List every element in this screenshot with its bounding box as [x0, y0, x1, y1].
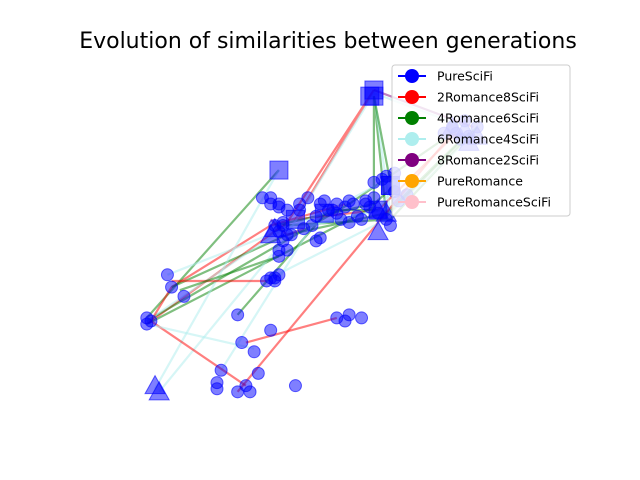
legend-entry-3: 6Romance4SciFi — [398, 132, 539, 147]
data-point-square-92 — [285, 209, 305, 229]
legend-label-1: 2Romance8SciFi — [437, 90, 539, 105]
legend-entry-4: 8Romance2SciFi — [398, 153, 539, 168]
data-point-circle-6 — [251, 366, 265, 380]
legend-entry-5: PureRomance — [398, 174, 523, 189]
chart-title: Evolution of similarities between genera… — [79, 29, 577, 54]
data-point-circle-50 — [255, 191, 269, 205]
data-point-circle-9 — [247, 345, 261, 359]
data-point-circle-84 — [160, 268, 174, 282]
data-point-circle-15 — [355, 311, 369, 325]
legend-marker-2 — [405, 111, 419, 125]
legend-marker-1 — [405, 90, 419, 104]
legend-label-4: 8Romance2SciFi — [437, 153, 539, 168]
legend-marker-3 — [405, 132, 419, 146]
data-point-circle-14 — [342, 308, 356, 322]
data-point-circle-34 — [355, 212, 369, 226]
legend: PureSciFi 2Romance8SciFi 4Romance6SciFi 6Ro… — [391, 64, 571, 217]
data-point-square-87 — [364, 86, 384, 106]
data-point-circle-7 — [288, 379, 302, 393]
legend-entries: PureSciFi 2Romance8SciFi 4Romance6SciFi 6Ro… — [398, 69, 551, 210]
trajectory-line-21 — [245, 316, 338, 344]
legend-label-3: 6Romance4SciFi — [437, 132, 539, 147]
trajectory-line-22 — [179, 255, 280, 292]
trajectory-line-24 — [270, 218, 387, 279]
legend-marker-4 — [405, 153, 419, 167]
legend-entry-1: 2Romance8SciFi — [398, 90, 539, 105]
data-point-circle-5 — [243, 385, 257, 399]
data-point-circle-72 — [165, 280, 179, 294]
data-point-square-88 — [269, 160, 289, 180]
legend-entry-0: PureSciFi — [398, 69, 493, 84]
legend-label-0: PureSciFi — [437, 69, 493, 84]
trajectory-line-25 — [372, 95, 392, 183]
data-point-circle-73 — [177, 289, 191, 303]
data-point-triangle-95 — [148, 380, 171, 401]
legend-entry-2: 4Romance6SciFi — [398, 111, 539, 126]
data-point-square-91 — [314, 203, 334, 223]
data-point-circle-10 — [264, 323, 278, 337]
data-point-circle-2 — [214, 363, 228, 377]
legend-marker-6 — [405, 195, 419, 209]
data-point-circle-11 — [231, 308, 245, 322]
data-point-circle-61 — [309, 234, 323, 248]
legend-label-5: PureRomance — [437, 174, 523, 189]
data-point-circle-62 — [367, 175, 381, 189]
legend-label-2: 4Romance6SciFi — [437, 111, 539, 126]
data-point-circle-83 — [144, 314, 158, 328]
data-point-triangle-97 — [263, 217, 286, 238]
data-point-circle-66 — [342, 194, 356, 208]
legend-label-6: PureRomanceSciFi — [437, 195, 551, 210]
legend-frame — [391, 64, 571, 217]
legend-entry-6: PureRomanceSciFi — [398, 195, 551, 210]
legend-marker-0 — [405, 69, 419, 83]
data-point-triangle-100 — [375, 202, 398, 222]
data-point-circle-8 — [235, 336, 249, 350]
data-point-circle-71 — [268, 274, 282, 288]
data-point-circle-1 — [210, 376, 224, 390]
data-point-circle-56 — [284, 228, 298, 242]
legend-marker-5 — [405, 174, 419, 188]
data-point-triangle-98 — [367, 220, 389, 241]
trajectory-line-9 — [154, 169, 280, 390]
